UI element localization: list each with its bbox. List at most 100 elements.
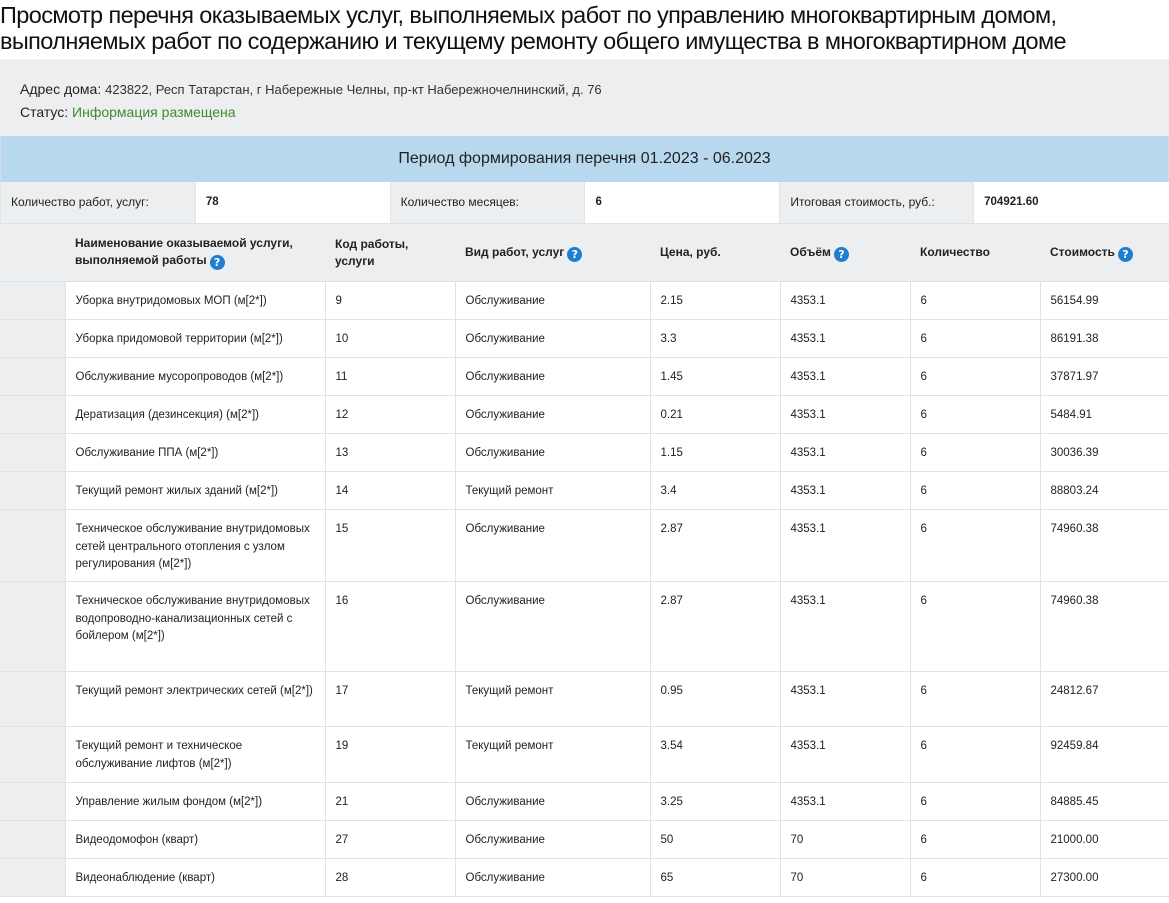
table-row: Текущий ремонт электрических сетей (м[2*… — [0, 671, 1169, 727]
header-type: Вид работ, услуг? — [455, 224, 650, 282]
total-cost-value: 704921.60 — [974, 182, 1169, 223]
cell-name: Текущий ремонт жилых зданий (м[2*]) — [65, 471, 326, 510]
cell-volume: 4353.1 — [780, 471, 911, 510]
cell-code: 13 — [325, 433, 456, 472]
cell-volume: 4353.1 — [780, 319, 911, 358]
cell-volume: 4353.1 — [780, 671, 911, 727]
cell-price: 0.95 — [650, 671, 781, 727]
table-row: Текущий ремонт жилых зданий (м[2*]) 14 Тек… — [0, 471, 1169, 510]
cell-type: Обслуживание — [455, 433, 651, 472]
works-count-value: 78 — [195, 182, 391, 223]
months-count-value: 6 — [585, 182, 781, 223]
cell-price: 2.15 — [650, 281, 781, 320]
cell-qty: 6 — [910, 471, 1041, 510]
months-count-label: Количество месяцев: — [390, 182, 586, 223]
cell-name: Техническое обслуживание внутридомовых в… — [65, 581, 326, 672]
cell-volume: 4353.1 — [780, 433, 911, 472]
row-spacer — [0, 858, 66, 897]
row-spacer — [0, 726, 66, 783]
cell-name: Дератизация (дезинсекция) (м[2*]) — [65, 395, 326, 434]
cell-cost: 56154.99 — [1040, 281, 1169, 320]
cell-volume: 4353.1 — [780, 581, 911, 672]
header-name: Наименование оказываемой услуги, выполня… — [65, 224, 325, 282]
header-cost-label: Стоимость — [1050, 244, 1115, 259]
row-spacer — [0, 581, 66, 672]
cell-price: 1.15 — [650, 433, 781, 472]
row-spacer — [0, 395, 66, 434]
cell-name: Видеодомофон (кварт) — [65, 820, 326, 859]
cell-code: 9 — [325, 281, 456, 320]
header-name-label: Наименование оказываемой услуги, выполня… — [75, 236, 293, 267]
header-type-label: Вид работ, услуг — [465, 244, 565, 259]
table-row: Обслуживание мусоропроводов (м[2*]) 11 Обс… — [0, 357, 1169, 396]
cell-cost: 88803.24 — [1040, 471, 1169, 510]
table-row: Уборка внутридомовых МОП (м[2*]) 9 Обслужи… — [0, 281, 1169, 320]
row-spacer — [0, 281, 66, 320]
cell-type: Текущий ремонт — [455, 471, 651, 510]
cell-volume: 4353.1 — [780, 726, 911, 783]
cell-volume: 70 — [780, 858, 911, 897]
header-volume: Объём? — [780, 224, 910, 282]
cell-name: Уборка внутридомовых МОП (м[2*]) — [65, 281, 326, 320]
cell-code: 27 — [325, 820, 456, 859]
cell-price: 2.87 — [650, 509, 781, 582]
cell-cost: 86191.38 — [1040, 319, 1169, 358]
works-count-label: Количество работ, услуг: — [1, 182, 196, 223]
row-spacer — [0, 820, 66, 859]
cell-cost: 92459.84 — [1040, 726, 1169, 783]
cell-price: 0.21 — [650, 395, 781, 434]
table-row: Техническое обслуживание внутридомовых с… — [0, 509, 1169, 582]
cell-code: 16 — [325, 581, 456, 672]
header-price: Цена, руб. — [650, 224, 780, 282]
row-spacer — [0, 357, 66, 396]
table-row: Видеонаблюдение (кварт) 28 Обслуживание 65 7… — [0, 858, 1169, 897]
cell-qty: 6 — [910, 858, 1041, 897]
cell-name: Обслуживание ППА (м[2*]) — [65, 433, 326, 472]
header-cost: Стоимость? — [1040, 224, 1169, 282]
cell-cost: 84885.45 — [1040, 782, 1169, 821]
status-line: Статус: Информация размещена — [20, 101, 1169, 123]
cell-volume: 70 — [780, 820, 911, 859]
question-circle-icon[interactable]: ? — [1117, 246, 1133, 262]
cell-code: 12 — [325, 395, 456, 434]
address-line: Адрес дома: 423822, Респ Татарстан, г На… — [20, 78, 1169, 101]
table-row: Уборка придомовой территории (м[2*]) 10 Об… — [0, 319, 1169, 358]
cell-price: 3.4 — [650, 471, 781, 510]
cell-type: Обслуживание — [455, 281, 651, 320]
table-row: Текущий ремонт и техническое обслуживани… — [0, 726, 1169, 783]
cell-code: 19 — [325, 726, 456, 783]
cell-cost: 27300.00 — [1040, 858, 1169, 897]
cell-type: Обслуживание — [455, 319, 651, 358]
cell-code: 21 — [325, 782, 456, 821]
cell-cost: 24812.67 — [1040, 671, 1169, 727]
table-row: Обслуживание ППА (м[2*]) 13 Обслуживание 1.… — [0, 433, 1169, 472]
table-row: Управление жилым фондом (м[2*]) 21 Обслужи… — [0, 782, 1169, 821]
cell-type: Текущий ремонт — [455, 726, 651, 783]
question-circle-icon[interactable]: ? — [833, 246, 849, 262]
cell-code: 15 — [325, 509, 456, 582]
table-row: Техническое обслуживание внутридомовых в… — [0, 581, 1169, 672]
cell-type: Обслуживание — [455, 782, 651, 821]
cell-name: Обслуживание мусоропроводов (м[2*]) — [65, 357, 326, 396]
cell-volume: 4353.1 — [780, 782, 911, 821]
cell-type: Обслуживание — [455, 820, 651, 859]
row-spacer — [0, 471, 66, 510]
cell-type: Обслуживание — [455, 581, 651, 672]
cell-price: 2.87 — [650, 581, 781, 672]
header-code: Код работы, услуги — [325, 224, 455, 282]
cell-qty: 6 — [910, 281, 1041, 320]
cell-type: Обслуживание — [455, 858, 651, 897]
cell-name: Видеонаблюдение (кварт) — [65, 858, 326, 897]
status-label: Статус: — [20, 104, 69, 120]
cell-price: 3.3 — [650, 319, 781, 358]
cell-volume: 4353.1 — [780, 357, 911, 396]
question-circle-icon[interactable]: ? — [209, 255, 225, 270]
cell-type: Обслуживание — [455, 509, 651, 582]
cell-name: Текущий ремонт и техническое обслуживани… — [65, 726, 326, 783]
cell-price: 65 — [650, 858, 781, 897]
question-circle-icon[interactable]: ? — [567, 246, 583, 262]
cell-qty: 6 — [910, 357, 1041, 396]
cell-code: 10 — [325, 319, 456, 358]
cell-cost: 5484.91 — [1040, 395, 1169, 434]
row-spacer — [0, 509, 66, 582]
